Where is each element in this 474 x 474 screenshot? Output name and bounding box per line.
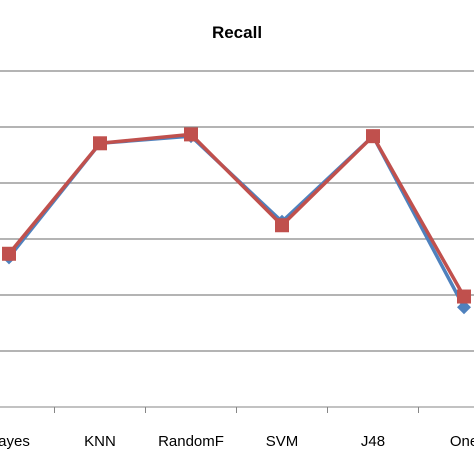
x-axis-labels: Bayes KNN RandomF SVM J48 One [0, 433, 474, 450]
x-tick-label: Bayes [0, 433, 30, 450]
chart-title: Recall [212, 23, 262, 42]
data-point-square [93, 136, 107, 151]
data-point-square [275, 218, 289, 233]
x-axis-ticks [54, 407, 419, 413]
series-line [7, 134, 466, 309]
data-point-square [366, 129, 380, 144]
data-point-square [2, 246, 16, 261]
series-line [7, 132, 466, 298]
data-point-diamond [457, 300, 471, 315]
x-tick-label: One [450, 433, 474, 450]
x-tick-label: J48 [361, 433, 385, 450]
series-1 [2, 129, 471, 315]
gridlines [0, 70, 474, 352]
series-group [2, 127, 471, 315]
data-point-square [184, 127, 198, 142]
x-tick-label: KNN [84, 433, 116, 450]
x-tick-label: SVM [266, 433, 299, 450]
x-tick-label: RandomF [158, 433, 224, 450]
data-point-square [457, 289, 471, 304]
series-2 [2, 127, 471, 304]
